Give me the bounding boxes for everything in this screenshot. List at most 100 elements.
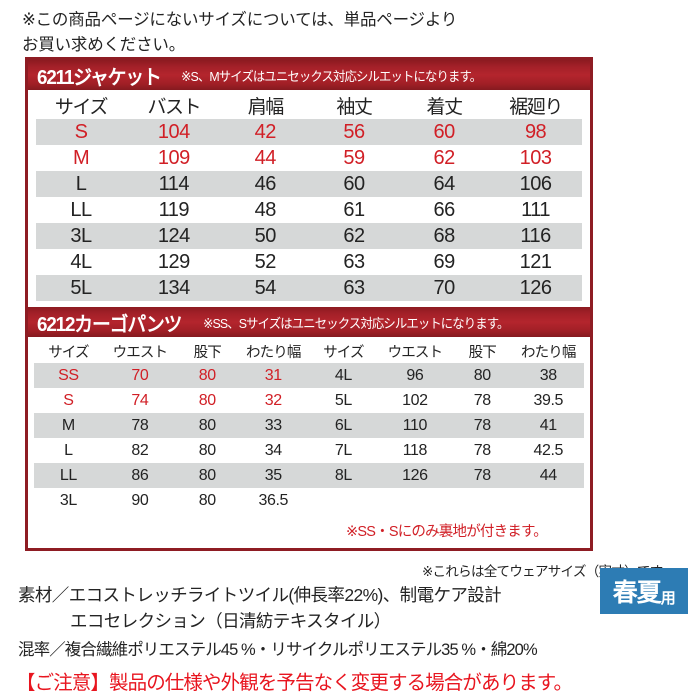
measurement-cell: 121 [519,250,552,273]
empty-cell [513,488,585,513]
measurement-cell: 104 [126,119,222,145]
size-cell: S [36,119,127,145]
jacket-product-code: 6211ジャケット [37,66,162,89]
table-row: L 82 80 34 [34,438,309,463]
measurement-cell: 134 [126,275,222,301]
jacket-table-body: S 104 42 56 60 98 M 109 44 59 62 103 L 114 46 60 64 106 LL… [36,119,582,301]
table-row: 5L 102 78 39.5 [309,388,584,413]
measurement-cell: 124 [126,223,222,249]
material-line-1: 素材／エコストレッチライトツイル(伸長率22%)、制電ケア設計 [18,585,502,605]
season-badge: 春夏 用 [600,568,688,614]
table-row: SS 70 80 31 [34,363,309,388]
top-note-line-1: ※この商品ページにないサイズについては、単品ページより [22,11,458,29]
size-cell: 4L [70,250,92,273]
measurement-cell: 118 [402,441,428,459]
size-cell: M [34,413,103,438]
measurement-cell: 82 [131,441,149,459]
measurement-cell: 63 [308,275,400,301]
pants-table-wrap: サイズ ウエスト 股下 わたり幅 SS 70 80 31 S 74 80 32 M 78 80 33 L… [28,337,590,548]
measurement-cell: 44 [512,463,584,488]
measurement-cell: 109 [157,146,190,169]
pants-section-banner: 6212カーゴパンツ ※SS、Sサイズはユニセックス対応シルエットになります。 [28,307,590,337]
measurement-cell: 32 [264,391,282,409]
table-row: LL 119 48 61 66 111 [36,197,582,223]
size-cell: 5L [36,275,127,301]
table-row: LL 86 80 35 [34,463,309,488]
top-note-line-2: お買い求めください。 [22,36,186,55]
measurement-cell: 110 [377,413,452,438]
measurement-cell: 33 [237,413,309,438]
size-cell: LL [70,198,92,221]
size-cell: 6L [309,413,378,438]
table-row: 5L 134 54 63 70 126 [36,275,582,301]
size-chart-frame: 6211ジャケット ※S、Mサイズはユニセックス対応シルエットになります。 サイ… [25,57,593,551]
season-badge-main: 春夏 [612,579,662,607]
table-row: 3L 124 50 62 68 116 [36,223,582,249]
jacket-col-header: 着丈 [426,97,464,118]
pants-left-header-row: サイズ ウエスト 股下 わたり幅 [34,339,309,363]
measurement-cell: 54 [221,275,309,301]
measurement-cell: 69 [433,250,455,273]
pants-product-code: 6212カーゴパンツ [37,313,182,336]
pants-col-header: わたり幅 [246,344,301,361]
measurement-cell: 61 [343,198,365,221]
measurement-cell: 44 [254,146,277,169]
pants-banner-note: ※SS、Sサイズはユニセックス対応シルエットになります。 [202,315,509,331]
measurement-cell: 42.5 [533,441,564,459]
measurement-cell: 90 [131,491,149,509]
measurement-cell: 39.5 [533,391,564,409]
measurement-cell: 78 [473,391,491,409]
measurement-cell: 86 [102,463,177,488]
measurement-cell: 80 [198,491,216,509]
top-note: ※この商品ページにないサイズについては、単品ページより お買い求めください。 [0,0,700,58]
pants-right-body: 4L 96 80 38 5L 102 78 39.5 6L 110 78 41 7L 118 78 42.5 8… [309,363,584,513]
measurement-cell: 78 [452,413,513,438]
table-row: 4L 96 80 38 [309,363,584,388]
measurement-cell: 80 [177,413,238,438]
jacket-section-banner: 6211ジャケット ※S、Mサイズはユニセックス対応シルエットになります。 [28,60,590,90]
measurement-cell: 48 [254,198,277,221]
pants-left-body: SS 70 80 31 S 74 80 32 M 78 80 33 L 82 80 34 LL 86 80 35 3L 9… [34,363,309,513]
measurement-cell: 34 [264,441,282,459]
caution-line: 【ご注意】製品の仕様や外観を予告なく変更する場合があります。 [16,672,573,694]
measurement-cell: 36.5 [258,491,289,509]
measurement-cell: 114 [126,171,222,197]
pants-right-header-row: サイズ ウエスト 股下 わたり幅 [309,339,584,363]
measurement-cell: 70 [399,275,490,301]
jacket-size-table: サイズ バスト 肩幅 袖丈 着丈 裾廻り S 104 42 56 60 98 M 109 44 5… [36,92,582,301]
measurement-cell: 68 [399,223,490,249]
measurement-cell: 35 [237,463,309,488]
jacket-col-header: 裾廻り [509,97,563,118]
measurement-cell: 70 [102,363,177,388]
material-line-2: エコセレクション（日清紡テキスタイル） [70,610,391,631]
size-cell: 3L [59,491,77,509]
pants-col-header: 股下 [193,344,222,361]
table-row: S 104 42 56 60 98 [36,119,582,145]
pants-col-header: 股下 [468,344,497,361]
measurement-cell: 98 [489,119,582,145]
measurement-cell: 80 [177,363,238,388]
pants-col-header: サイズ [48,344,89,361]
table-row-spacer [309,488,584,513]
size-cell: M [72,146,90,169]
measurement-cell: 78 [473,441,491,459]
pants-right-column: サイズ ウエスト 股下 わたり幅 4L 96 80 38 5L 102 78 39.5 6L 11… [309,339,584,544]
size-cell: 3L [36,223,127,249]
size-cell: L [64,441,73,459]
pants-col-header: ウエスト [387,344,443,361]
pants-lining-note: ※SS・Sにのみ裏地が付きます。 [346,524,548,540]
jacket-table-wrap: サイズ バスト 肩幅 袖丈 着丈 裾廻り S 104 42 56 60 98 M 109 44 5… [28,90,590,307]
measurement-cell: 78 [452,463,513,488]
size-cell: SS [34,363,103,388]
size-cell: LL [34,463,103,488]
measurement-cell: 60 [399,119,490,145]
measurement-cell: 42 [221,119,309,145]
pants-col-header: わたり幅 [521,344,576,361]
material-block: 素材／エコストレッチライトツイル(伸長率22%)、制電ケア設計 エコセレクション… [18,583,583,635]
measurement-cell: 80 [177,463,238,488]
measurement-cell: 46 [221,171,309,197]
measurement-cell: 129 [157,250,190,273]
measurement-cell: 111 [521,198,551,221]
jacket-col-header: 肩幅 [247,97,285,118]
table-row: L 114 46 60 64 106 [36,171,582,197]
